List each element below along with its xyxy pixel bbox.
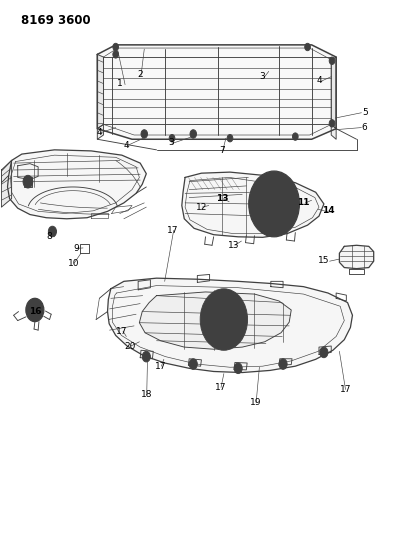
Text: 17: 17 xyxy=(155,362,166,370)
Circle shape xyxy=(262,188,286,220)
Circle shape xyxy=(115,53,117,56)
Circle shape xyxy=(331,59,333,62)
Text: 13: 13 xyxy=(217,194,229,203)
Circle shape xyxy=(48,226,56,237)
Text: 7: 7 xyxy=(219,147,225,156)
Circle shape xyxy=(26,298,44,321)
Text: 8169 3600: 8169 3600 xyxy=(21,14,90,27)
Circle shape xyxy=(254,179,294,229)
Text: 17: 17 xyxy=(215,383,226,392)
Circle shape xyxy=(229,136,231,140)
Text: 16: 16 xyxy=(29,307,41,316)
Circle shape xyxy=(306,45,309,49)
Circle shape xyxy=(200,289,247,350)
Polygon shape xyxy=(182,172,324,237)
Text: 14: 14 xyxy=(322,206,334,215)
Circle shape xyxy=(142,351,150,362)
Polygon shape xyxy=(1,160,12,207)
Circle shape xyxy=(141,130,148,138)
Circle shape xyxy=(171,136,173,140)
Polygon shape xyxy=(139,292,291,349)
Circle shape xyxy=(234,363,242,374)
Circle shape xyxy=(294,135,296,138)
Circle shape xyxy=(322,350,326,354)
Circle shape xyxy=(236,366,240,370)
Circle shape xyxy=(293,133,298,140)
Polygon shape xyxy=(97,54,104,128)
Circle shape xyxy=(23,175,33,188)
Text: 1: 1 xyxy=(117,79,122,88)
Circle shape xyxy=(217,310,231,329)
Circle shape xyxy=(32,307,37,313)
Circle shape xyxy=(189,359,197,369)
Text: 2: 2 xyxy=(137,70,143,79)
Text: 13: 13 xyxy=(229,241,240,250)
Text: 17: 17 xyxy=(116,327,127,336)
Text: 17: 17 xyxy=(167,226,179,235)
Text: 5: 5 xyxy=(362,108,367,117)
Polygon shape xyxy=(108,278,353,373)
Text: 8: 8 xyxy=(47,232,53,241)
Text: 4: 4 xyxy=(123,141,129,150)
Circle shape xyxy=(282,362,285,366)
Circle shape xyxy=(331,122,333,125)
Text: 6: 6 xyxy=(362,123,367,132)
Text: 19: 19 xyxy=(250,398,261,407)
Text: 4: 4 xyxy=(97,128,102,137)
Text: 3: 3 xyxy=(260,72,266,81)
Circle shape xyxy=(143,132,145,135)
Polygon shape xyxy=(339,245,374,269)
Circle shape xyxy=(268,196,280,212)
Text: 18: 18 xyxy=(141,390,152,399)
Circle shape xyxy=(208,300,239,340)
Circle shape xyxy=(305,43,310,51)
Circle shape xyxy=(192,362,195,366)
Polygon shape xyxy=(331,124,336,139)
Circle shape xyxy=(115,45,117,49)
Circle shape xyxy=(29,302,41,318)
Text: 20: 20 xyxy=(124,342,136,351)
Circle shape xyxy=(113,51,118,58)
Circle shape xyxy=(227,134,233,142)
Circle shape xyxy=(169,134,175,142)
Circle shape xyxy=(320,347,328,358)
Text: 4: 4 xyxy=(317,76,323,85)
Text: 15: 15 xyxy=(318,256,330,265)
Text: 11: 11 xyxy=(297,198,310,207)
Text: 3: 3 xyxy=(168,139,174,148)
Circle shape xyxy=(190,130,196,138)
Text: 17: 17 xyxy=(340,385,351,394)
Circle shape xyxy=(145,354,148,359)
Circle shape xyxy=(329,119,335,127)
Text: 12: 12 xyxy=(196,203,207,212)
Circle shape xyxy=(26,179,30,184)
Circle shape xyxy=(113,43,118,51)
Polygon shape xyxy=(7,150,146,219)
Text: 10: 10 xyxy=(68,259,80,268)
Circle shape xyxy=(329,57,335,64)
Polygon shape xyxy=(97,45,336,139)
Text: 9: 9 xyxy=(73,244,79,253)
Circle shape xyxy=(279,359,287,369)
Polygon shape xyxy=(331,57,336,128)
Circle shape xyxy=(249,171,299,237)
Polygon shape xyxy=(97,124,104,139)
Circle shape xyxy=(192,132,194,135)
